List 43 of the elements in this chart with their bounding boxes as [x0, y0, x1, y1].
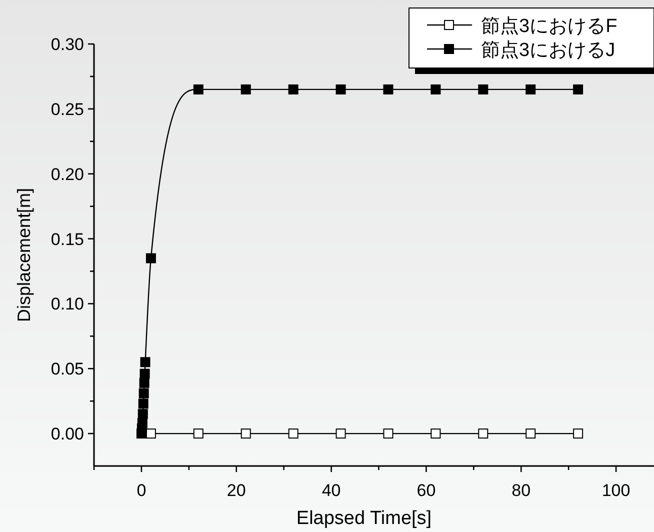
point — [573, 428, 584, 439]
point — [146, 428, 156, 439]
x-tick-label: 40 — [322, 481, 341, 500]
y-axis-title: Displacement[m] — [14, 188, 34, 322]
y-tick-label: 0.25 — [50, 100, 84, 119]
y-tick-label: 0.30 — [50, 35, 84, 54]
y-tick-label: 0.00 — [50, 424, 84, 444]
x-tick-label: 20 — [226, 481, 246, 500]
point — [526, 428, 536, 439]
x-axis-title: Elapsed Time[s] — [296, 508, 432, 529]
point — [478, 84, 488, 94]
point — [138, 409, 148, 420]
y-tick-label: 0.10 — [50, 294, 84, 314]
y-tick-label: 0.05 — [50, 360, 84, 379]
x-tick-label: 80 — [512, 481, 531, 500]
point — [193, 84, 204, 94]
point — [240, 84, 251, 94]
point — [336, 84, 346, 94]
point — [336, 428, 346, 439]
x-tick-label: 60 — [416, 481, 436, 500]
x-tick-label: 0 — [136, 481, 146, 500]
point — [288, 428, 298, 439]
legend-label: 節点3におけるJ — [481, 40, 616, 61]
legend-label: 節点3におけるF — [481, 16, 618, 37]
point — [288, 84, 298, 94]
point — [146, 253, 156, 264]
point — [138, 388, 149, 398]
point — [240, 428, 251, 439]
point — [139, 378, 150, 388]
point — [430, 84, 441, 94]
point — [140, 357, 150, 368]
point — [140, 368, 150, 379]
point — [430, 428, 441, 439]
y-tick-label: 0.15 — [50, 230, 84, 249]
point — [573, 84, 584, 94]
point — [138, 398, 148, 409]
point — [478, 428, 488, 439]
point — [193, 428, 204, 439]
y-tick-label: 0.20 — [50, 164, 84, 184]
x-tick-label: 100 — [602, 481, 630, 500]
point — [383, 84, 394, 94]
point — [383, 428, 394, 439]
point — [526, 84, 536, 94]
